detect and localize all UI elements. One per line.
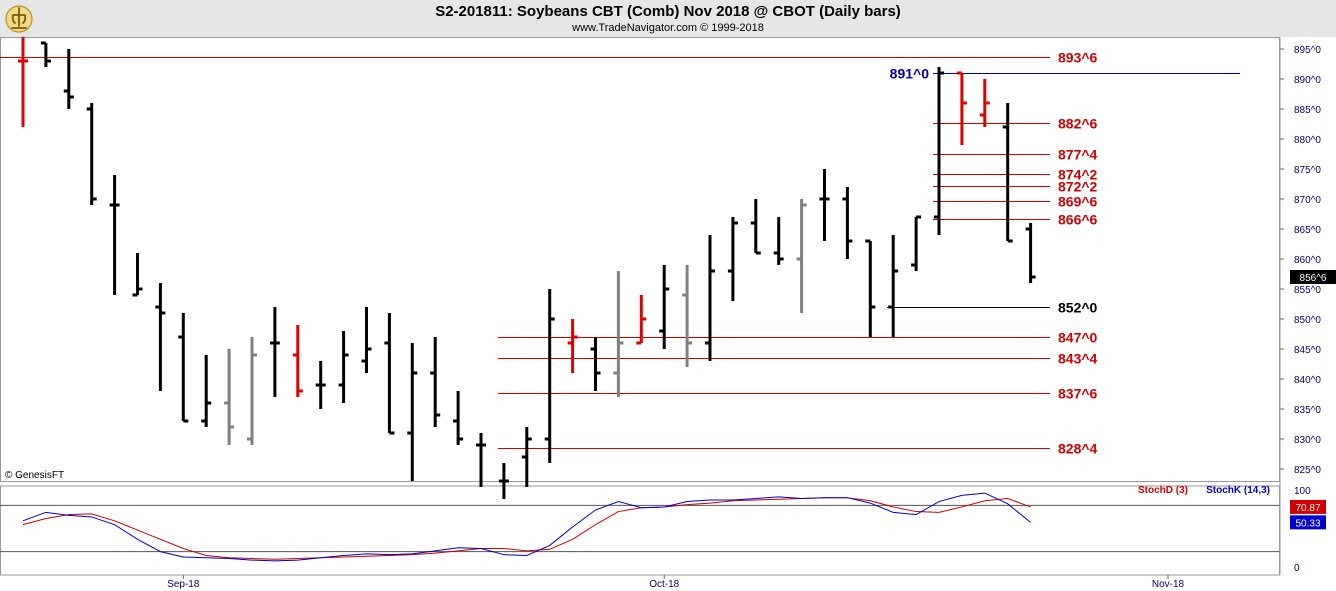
price-bar — [888, 235, 899, 337]
chart-title: S2-201811: Soybeans CBT (Comb) Nov 2018 … — [435, 3, 901, 20]
x-tick-label: Sep-18 — [167, 579, 200, 590]
price-bar — [865, 239, 876, 337]
stochk-legend: StochK (14,3) — [1206, 485, 1270, 496]
stoch-series-0 — [22, 497, 1031, 560]
price-bar — [63, 49, 74, 109]
price-bar — [727, 217, 738, 301]
price-bar — [155, 283, 166, 391]
price-bar — [361, 307, 372, 373]
price-bar — [636, 295, 647, 345]
price-bar — [934, 67, 944, 235]
price-bar — [819, 169, 830, 241]
level-label-5: 872^2 — [1058, 179, 1098, 195]
stoch-pane-frame — [0, 485, 1280, 576]
price-tick-label: 840^0 — [1294, 375, 1321, 386]
price-bar — [178, 313, 189, 423]
price-bar — [453, 391, 464, 445]
price-bar — [338, 331, 349, 403]
price-pane-frame — [0, 37, 1280, 482]
stochd-value-label: 70.87 — [1295, 503, 1320, 514]
level-label-6: 869^6 — [1058, 194, 1098, 210]
price-bar — [498, 463, 509, 499]
price-bar — [796, 199, 807, 313]
price-bar — [132, 253, 143, 297]
price-bar — [476, 433, 486, 487]
level-label-0: 893^6 — [1058, 50, 1098, 66]
level-label-7: 866^6 — [1058, 212, 1098, 228]
stoch-tick-label: 100 — [1294, 486, 1311, 497]
price-bar — [269, 307, 280, 397]
price-tick-label: 895^0 — [1294, 45, 1321, 56]
chart-header — [0, 0, 1336, 37]
level-label-8: 852^0 — [1058, 300, 1098, 316]
x-tick-label: Oct-18 — [649, 579, 679, 590]
price-tick-label: 875^0 — [1294, 165, 1321, 176]
stochd-value-box — [1290, 499, 1326, 514]
level-label-2: 882^6 — [1058, 116, 1098, 132]
price-bar — [201, 355, 212, 427]
price-bar — [40, 41, 51, 67]
last-price-label: 856^6 — [1300, 273, 1327, 284]
price-tick-label: 885^0 — [1294, 105, 1321, 116]
stochd-legend: StochD (3) — [1138, 485, 1188, 496]
price-bar — [1002, 103, 1013, 243]
chart-subtitle: www.TradeNavigator.com © 1999-2018 — [572, 22, 764, 34]
price-bar — [247, 337, 257, 445]
price-bar — [682, 265, 693, 367]
price-tick-label: 880^0 — [1294, 135, 1321, 146]
price-tick-label: 830^0 — [1294, 435, 1321, 446]
price-bar — [842, 187, 853, 259]
price-bar — [407, 343, 418, 481]
level-label-12: 828^4 — [1058, 441, 1098, 457]
price-tick-label: 845^0 — [1294, 345, 1321, 356]
last-price-box — [1290, 270, 1336, 284]
level-label-11: 837^6 — [1058, 386, 1098, 402]
stoch-tick-label: 0 — [1294, 563, 1300, 574]
price-bar — [384, 313, 395, 435]
price-tick-label: 865^0 — [1294, 225, 1321, 236]
price-tick-label: 855^0 — [1294, 285, 1321, 296]
price-bar — [979, 79, 990, 127]
price-bar — [109, 175, 120, 295]
price-bar — [750, 199, 761, 255]
level-label-10: 843^4 — [1058, 351, 1098, 367]
level-label-4: 874^2 — [1058, 167, 1098, 183]
price-bar — [590, 337, 601, 391]
price-bar — [659, 265, 670, 349]
price-bar — [224, 349, 235, 445]
price-tick-label: 860^0 — [1294, 255, 1321, 266]
level-label-9: 847^0 — [1058, 330, 1098, 346]
x-tick-label: Nov-18 — [1152, 579, 1185, 590]
level-label-1: 891^0 — [890, 66, 930, 82]
price-bar — [18, 37, 28, 127]
price-tick-label: 870^0 — [1294, 195, 1321, 206]
stochk-value-label: 50.33 — [1295, 518, 1320, 529]
price-bar — [613, 271, 624, 397]
price-tick-label: 825^0 — [1294, 465, 1321, 476]
price-bar — [705, 235, 715, 361]
copyright-label: © GenesisFT — [5, 470, 64, 481]
price-bar — [956, 71, 967, 145]
price-bar — [544, 289, 555, 463]
price-tick-label: 850^0 — [1294, 315, 1321, 326]
price-bar — [773, 217, 784, 265]
price-bar — [292, 325, 303, 397]
price-bar — [911, 215, 922, 271]
price-tick-label: 835^0 — [1294, 405, 1321, 416]
price-bar — [567, 319, 578, 373]
price-bar — [315, 361, 326, 409]
stochk-value-box — [1290, 515, 1326, 530]
genesis-logo-icon — [5, 5, 33, 33]
price-bar — [86, 103, 97, 205]
price-bar — [521, 427, 532, 487]
level-label-3: 877^4 — [1058, 147, 1098, 163]
price-bar — [430, 337, 441, 427]
price-tick-label: 890^0 — [1294, 75, 1321, 86]
price-bar — [1025, 223, 1036, 283]
stoch-series-1 — [22, 492, 1031, 562]
